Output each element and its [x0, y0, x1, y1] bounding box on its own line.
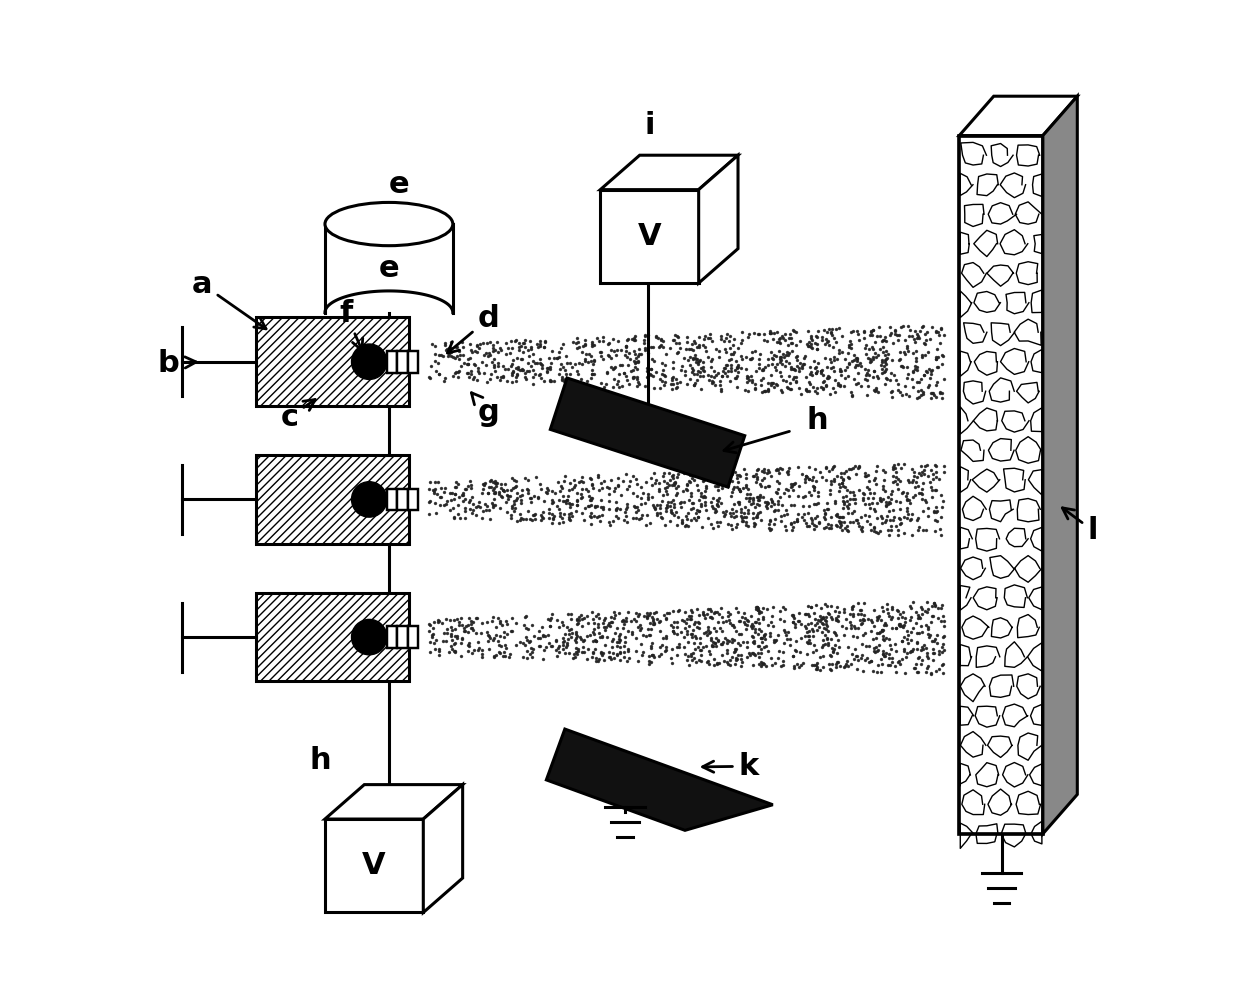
Text: e: e — [388, 170, 409, 200]
Polygon shape — [325, 784, 463, 819]
Bar — [257, 592, 408, 681]
Text: e: e — [378, 254, 399, 283]
Bar — [257, 455, 408, 544]
Circle shape — [351, 344, 387, 380]
Text: h: h — [807, 406, 828, 435]
Polygon shape — [1043, 96, 1078, 834]
Text: c: c — [280, 400, 315, 431]
Bar — [257, 317, 408, 406]
Text: l: l — [1063, 508, 1097, 545]
Bar — [257, 592, 408, 681]
Bar — [397, 489, 408, 510]
Polygon shape — [325, 819, 423, 913]
Circle shape — [351, 619, 387, 655]
Polygon shape — [551, 378, 745, 488]
Polygon shape — [325, 225, 453, 313]
Bar — [408, 626, 418, 648]
Bar — [257, 455, 408, 544]
Bar — [257, 317, 408, 406]
Circle shape — [351, 482, 387, 517]
Bar — [387, 351, 397, 373]
Text: f: f — [340, 300, 363, 350]
Bar — [408, 351, 418, 373]
Polygon shape — [698, 155, 738, 283]
Bar — [960, 135, 1043, 834]
Polygon shape — [547, 729, 773, 831]
Polygon shape — [960, 96, 1078, 135]
Bar — [387, 626, 397, 648]
Polygon shape — [423, 784, 463, 913]
Text: i: i — [645, 112, 655, 140]
Bar — [397, 351, 408, 373]
Bar — [387, 489, 397, 510]
Text: g: g — [471, 393, 500, 426]
Text: V: V — [637, 222, 661, 251]
Text: b: b — [157, 348, 196, 378]
Bar — [408, 489, 418, 510]
Text: d: d — [448, 305, 500, 353]
Polygon shape — [600, 155, 738, 190]
Text: V: V — [362, 852, 386, 880]
Bar — [397, 626, 408, 648]
Text: k: k — [703, 752, 759, 780]
Polygon shape — [600, 190, 698, 283]
Text: a: a — [192, 270, 267, 329]
Text: h: h — [309, 746, 331, 774]
Ellipse shape — [325, 203, 453, 245]
